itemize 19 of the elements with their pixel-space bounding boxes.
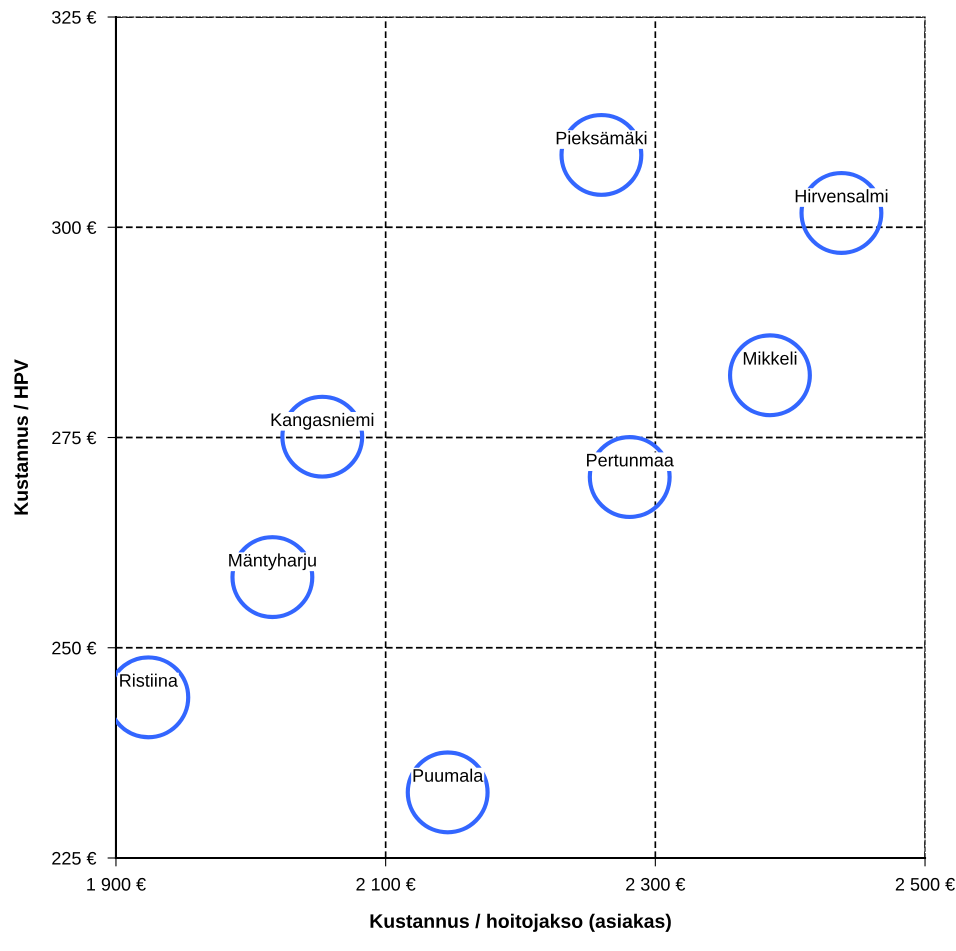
y-tick-label: 225 € xyxy=(52,852,96,865)
y-tick-label: 250 € xyxy=(52,642,96,654)
x-tick-label: 2 100 € xyxy=(356,878,416,891)
series-label: Puumala xyxy=(414,768,484,782)
x-tick-label: 2 300 € xyxy=(626,878,686,891)
series-label: Mikkeli xyxy=(744,352,796,365)
series-label: Hirvensalmi xyxy=(796,189,888,202)
y-tick-label: 300 € xyxy=(52,221,96,234)
x-axis-title: Kustannus / hoitojakso (asiakas) xyxy=(370,914,671,932)
series-label: Pieksämäki xyxy=(556,131,646,144)
series-label: Mäntyharju xyxy=(229,553,316,570)
x-tick-label: 1 900 € xyxy=(87,878,146,891)
x-tick-label: 2 500 € xyxy=(896,878,955,891)
series-label: Pertunmaa xyxy=(587,454,674,467)
series-label: Ristiina xyxy=(120,674,178,687)
y-tick-label: 325 € xyxy=(52,10,96,24)
y-axis-title: Kustannus / HPV xyxy=(14,359,28,515)
y-tick-label: 275 € xyxy=(52,431,96,444)
series-label: Kangasniemi xyxy=(272,412,374,430)
